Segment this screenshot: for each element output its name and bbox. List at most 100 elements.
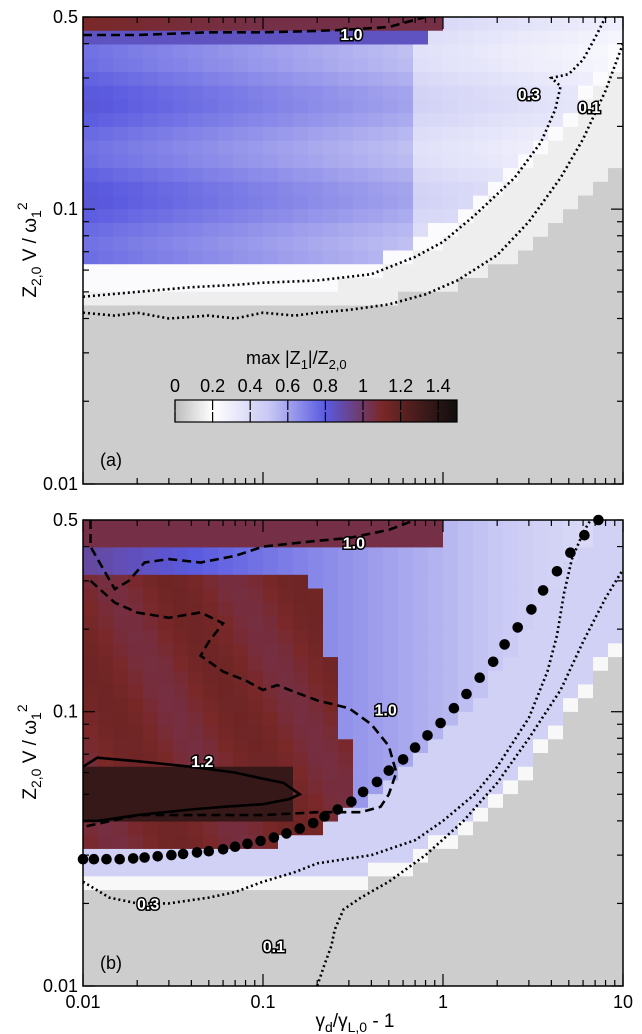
heatmap-cell (398, 332, 414, 348)
heatmap-cell (233, 739, 249, 754)
heatmap-cell (503, 602, 519, 617)
heatmap-cell (188, 360, 204, 375)
heatmap-cell (98, 319, 114, 334)
heatmap-cell (458, 972, 474, 986)
y-tick-label: 0.5 (53, 510, 78, 530)
heatmap-cell (143, 794, 159, 809)
heatmap-cell (158, 168, 174, 183)
heatmap-cell (233, 903, 249, 919)
heatmap-cell (398, 766, 414, 782)
heatmap-cell (338, 739, 354, 754)
heatmap-cell (578, 305, 594, 320)
heatmap-cell (608, 442, 623, 458)
heatmap-cell (473, 140, 489, 155)
heatmap-cell (233, 140, 249, 155)
heatmap-cell (203, 794, 219, 809)
heatmap-cell (503, 972, 519, 986)
heatmap-cell (248, 753, 264, 768)
heatmap-cell (263, 876, 279, 891)
heatmap-cell (533, 615, 549, 631)
heatmap-cell (443, 99, 459, 114)
heatmap-cell (338, 561, 354, 576)
heatmap-cell (188, 753, 204, 768)
heatmap-cell (278, 753, 294, 768)
heatmap-cell (473, 17, 489, 32)
heatmap-cell (218, 319, 234, 334)
heatmap-cell (83, 277, 99, 293)
heatmap-cell (413, 154, 429, 169)
heatmap-cell (593, 780, 609, 795)
heatmap-cell (398, 711, 414, 727)
heatmap-cell (413, 85, 429, 101)
colorbar-tick-labels: 0 0.2 0.4 0.6 0.8 1 1.2 1.4 (170, 376, 451, 396)
heatmap-cell (263, 236, 279, 252)
heatmap-cell (428, 223, 444, 238)
heatmap-cell (218, 360, 234, 375)
heatmap-cell (113, 71, 129, 87)
heatmap-cell (383, 85, 399, 101)
heatmap-cell (533, 291, 549, 307)
heatmap-cell (323, 126, 339, 142)
heatmap-cell (443, 821, 459, 836)
heatmap-cell (338, 588, 354, 603)
marker-point (435, 717, 446, 729)
heatmap-cell (233, 711, 249, 727)
heatmap-cell (548, 374, 564, 389)
heatmap-cell (218, 588, 234, 603)
heatmap-cell (278, 429, 294, 444)
heatmap-cell (338, 711, 354, 727)
heatmap-cell (443, 264, 459, 279)
heatmap-cell (248, 643, 264, 658)
heatmap-cell (143, 862, 159, 877)
heatmap-cell (593, 711, 609, 727)
heatmap-cell (428, 547, 444, 562)
heatmap-cell (158, 835, 174, 850)
heatmap-cell (593, 684, 609, 699)
heatmap-cell (293, 794, 309, 809)
heatmap-cell (428, 807, 444, 823)
heatmap-cell (368, 629, 384, 644)
heatmap-cell (353, 71, 369, 87)
heatmap-cell (548, 168, 564, 183)
heatmap-cell (578, 602, 594, 617)
heatmap-cell (608, 346, 623, 361)
heatmap-cell (278, 931, 294, 946)
heatmap-cell (473, 85, 489, 101)
heatmap-cell (218, 917, 234, 932)
heatmap-cell (98, 181, 114, 197)
heatmap-cell (518, 332, 534, 348)
heatmap-cell (533, 520, 549, 535)
heatmap-cell (203, 561, 219, 576)
heatmap-cell (308, 442, 324, 458)
heatmap-cell (353, 44, 369, 59)
heatmap-cell (98, 126, 114, 142)
heatmap-cell (158, 944, 174, 960)
heatmap-cell (593, 85, 609, 101)
heatmap-cell (413, 319, 429, 334)
heatmap-cell (593, 753, 609, 768)
heatmap-cell (368, 958, 384, 973)
heatmap-cell (248, 44, 264, 59)
heatmap-cell (593, 168, 609, 183)
heatmap-cell (293, 670, 309, 686)
heatmap-cell (578, 876, 594, 891)
heatmap-cell (83, 429, 99, 444)
heatmap-cell (128, 588, 144, 603)
heatmap-cell (113, 520, 129, 535)
heatmap-cell (593, 277, 609, 293)
heatmap-cell (83, 154, 99, 169)
heatmap-cell (443, 725, 459, 740)
heatmap-cell (113, 195, 129, 210)
heatmap-cell (323, 725, 339, 740)
heatmap-cell (428, 181, 444, 197)
heatmap-cell (188, 670, 204, 686)
heatmap-cell (188, 209, 204, 224)
heatmap-cell (233, 209, 249, 224)
heatmap-cell (158, 711, 174, 727)
heatmap-cell (263, 319, 279, 334)
heatmap-cell (398, 195, 414, 210)
heatmap-cell (158, 195, 174, 210)
heatmap-cell (413, 862, 429, 877)
heatmap-cell (458, 429, 474, 444)
heatmap-cell (143, 85, 159, 101)
